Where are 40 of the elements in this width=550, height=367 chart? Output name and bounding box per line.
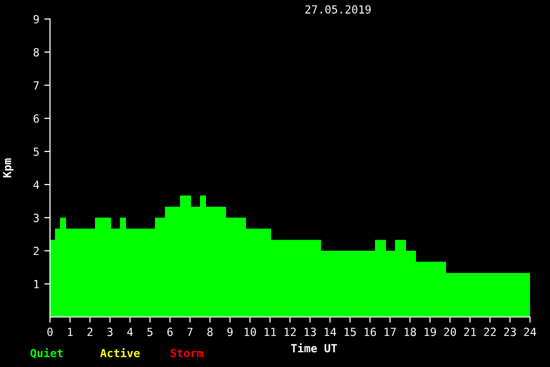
x-tick-label: 0 (47, 328, 53, 336)
x-tick-label: 16 (364, 328, 376, 336)
x-tick-label: 23 (504, 328, 516, 336)
y-tick-label: 2 (34, 246, 39, 256)
x-tick-label: 5 (147, 328, 152, 336)
x-tick-label: 20 (444, 328, 456, 336)
x-axis-title: Time UT (291, 343, 337, 352)
x-tick-label: 13 (304, 328, 316, 336)
x-tick-label: 2 (87, 328, 92, 336)
x-tick-label: 12 (284, 328, 296, 336)
x-tick-label: 3 (107, 328, 113, 336)
x-tick-label: 7 (187, 328, 193, 336)
x-tick-label: 8 (207, 328, 213, 336)
y-tick-label: 7 (34, 81, 39, 90)
x-tick-label: 14 (324, 328, 336, 336)
text: Quiet (30, 348, 63, 359)
x-tick-label: 24 (524, 328, 536, 336)
x-tick-label: 9 (227, 328, 233, 336)
y-tick-label: 1 (34, 280, 39, 288)
x-tick-label: 1 (68, 328, 73, 336)
y-tick-label: 5 (34, 148, 39, 156)
x-tick-label: 4 (127, 328, 133, 336)
x-tick-label: 18 (404, 328, 416, 336)
y-tick-label: 4 (33, 180, 40, 189)
x-tick-label: 11 (264, 328, 276, 336)
x-tick-label: 17 (384, 328, 396, 336)
x-tick-label: 15 (344, 328, 356, 336)
x-tick-label: 21 (464, 328, 476, 336)
x-tick-label: 6 (167, 328, 173, 336)
x-tick-label: 22 (484, 328, 496, 336)
y-axis-title: Kpm (3, 158, 14, 178)
y-tick-label: 3 (34, 214, 39, 222)
x-tick-label: 19 (424, 328, 436, 336)
text: Storm (170, 348, 204, 358)
x-tick-label: 10 (244, 328, 256, 336)
y-tick-label: 8 (34, 48, 39, 57)
y-tick-label: 6 (34, 114, 39, 123)
chart-title: 27.05.2019 (305, 5, 371, 14)
y-tick-label: 9 (34, 15, 39, 24)
text: Active (100, 348, 140, 358)
